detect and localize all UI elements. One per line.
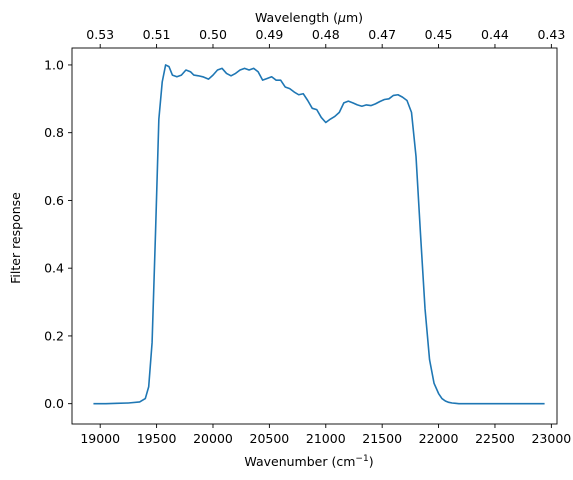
y-axis-ticks: 0.0 0.2 0.4 0.6 0.8 1.0 <box>44 57 72 411</box>
top-tick-label: 0.50 <box>199 27 227 42</box>
x-axis-ticks: 19000 19500 20000 20500 21000 21500 22000 22500… <box>80 424 571 446</box>
y-tick-label: 0.0 <box>44 396 64 411</box>
series-line-filter-response <box>93 64 545 405</box>
top-tick-label: 0.44 <box>481 27 509 42</box>
x-tick-label: 20500 <box>250 431 290 446</box>
y-tick-label: 0.6 <box>44 193 64 208</box>
x-tick-label: 21500 <box>362 431 402 446</box>
x-tick-label: 23000 <box>531 431 571 446</box>
x-tick-label: 21000 <box>306 431 346 446</box>
plot-area-frame <box>71 47 558 425</box>
y-tick-label: 0.8 <box>44 125 64 140</box>
top-tick-label: 0.48 <box>312 27 340 42</box>
y-tick-label: 1.0 <box>44 57 64 72</box>
top-tick-label: 0.49 <box>255 27 283 42</box>
x-tick-label: 19000 <box>80 431 120 446</box>
top-tick-label: 0.47 <box>368 27 396 42</box>
y-tick-label: 0.2 <box>44 328 64 343</box>
top-tick-label: 0.43 <box>537 27 565 42</box>
x-tick-label: 19500 <box>137 431 177 446</box>
x-axis-label: Wavenumber (cm−1) <box>244 454 373 469</box>
top-tick-label: 0.51 <box>143 27 171 42</box>
top-tick-label: 0.53 <box>86 27 114 42</box>
x-tick-label: 20000 <box>193 431 233 446</box>
y-axis-label: Filter response <box>8 192 23 284</box>
x-tick-label: 22000 <box>419 431 459 446</box>
top-axis-label: Wavelength (μm) <box>255 10 363 25</box>
top-tick-label: 0.45 <box>425 27 453 42</box>
x-tick-label: 22500 <box>475 431 515 446</box>
y-tick-label: 0.4 <box>44 261 64 276</box>
top-wavelength-axis-ticks: 0.53 0.51 0.50 0.49 0.48 0.47 0.45 0.44 0.43 <box>86 27 565 48</box>
